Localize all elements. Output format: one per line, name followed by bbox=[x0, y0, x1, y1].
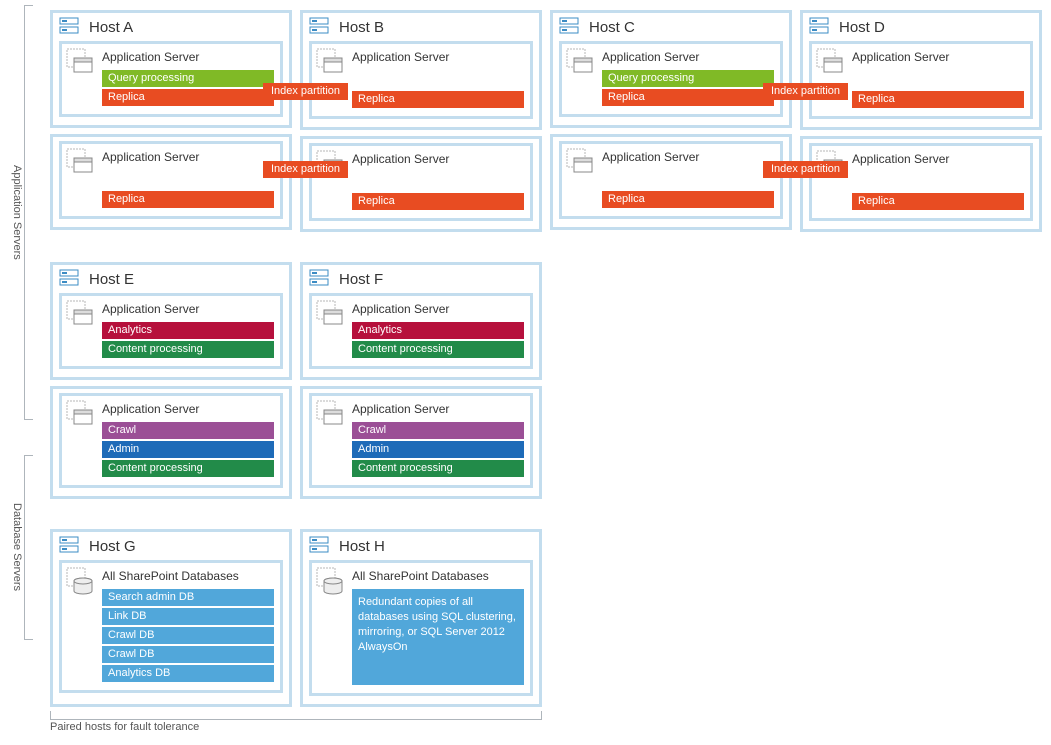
db-search-admin: Search admin DB bbox=[102, 589, 274, 606]
component-crawl: Crawl bbox=[352, 422, 524, 439]
server-icon bbox=[59, 536, 79, 554]
vm-icon bbox=[566, 148, 594, 176]
app-server-label: Application Server bbox=[68, 400, 274, 418]
host-f: Host F Application Server Analytics Cont… bbox=[300, 262, 542, 380]
component-crawl: Crawl bbox=[102, 422, 274, 439]
server-icon bbox=[809, 17, 829, 35]
component-analytics: Analytics bbox=[102, 322, 274, 339]
component-replica: Replica bbox=[352, 91, 524, 108]
host-title: Host G bbox=[59, 536, 283, 556]
paired-hosts-label: Paired hosts for fault tolerance bbox=[50, 721, 199, 733]
host-h: Host H All SharePoint Databases Redundan… bbox=[300, 529, 542, 707]
host-title: Host C bbox=[559, 17, 783, 37]
server-icon bbox=[309, 17, 329, 35]
row-hosts-abcd: Host A Application Server Query processi… bbox=[50, 10, 1041, 232]
section-label-db-servers: Database Servers bbox=[10, 455, 24, 640]
host-d-vm2: Application Server Replica bbox=[800, 136, 1042, 232]
component-admin: Admin bbox=[352, 441, 524, 458]
section-label-text: Database Servers bbox=[11, 503, 23, 591]
index-partition-3: Index partition 3 bbox=[763, 161, 848, 178]
vm-icon bbox=[66, 300, 94, 328]
server-icon bbox=[559, 17, 579, 35]
component-content-processing: Content processing bbox=[102, 460, 274, 477]
component-content-processing: Content processing bbox=[102, 341, 274, 358]
db-redundant-desc: Redundant copies of all databases using … bbox=[352, 589, 524, 685]
app-server-label: Application Server bbox=[318, 48, 524, 66]
component-replica: Replica bbox=[852, 91, 1024, 108]
vm-icon bbox=[66, 400, 94, 428]
vm-icon bbox=[316, 48, 344, 76]
app-server-label: Application Server bbox=[318, 400, 524, 418]
host-c-vm2: Application Server Replica bbox=[550, 134, 792, 230]
host-title: Host E bbox=[59, 269, 283, 289]
server-icon bbox=[59, 269, 79, 287]
app-server-label: Application Server bbox=[318, 150, 524, 168]
host-b-vm2: Application Server Replica bbox=[300, 136, 542, 232]
section-label-app-servers: Application Servers bbox=[10, 5, 24, 420]
app-server-label: Application Server bbox=[68, 300, 274, 318]
app-server-label: Application Server bbox=[68, 148, 274, 166]
vm-icon bbox=[316, 300, 344, 328]
host-title: Host H bbox=[309, 536, 533, 556]
db-crawl-2: Crawl DB bbox=[102, 646, 274, 663]
vm-icon bbox=[66, 48, 94, 76]
component-replica: Replica bbox=[102, 89, 274, 106]
component-content-processing: Content processing bbox=[352, 341, 524, 358]
host-g: Host G All SharePoint Databases Search a… bbox=[50, 529, 292, 707]
app-server-label: Application Server bbox=[68, 48, 274, 66]
component-query: Query processing bbox=[102, 70, 274, 87]
host-f-vm2: Application Server Crawl Admin Content p… bbox=[300, 386, 542, 499]
host-title: Host F bbox=[309, 269, 533, 289]
host-a: Host A Application Server Query processi… bbox=[50, 10, 292, 128]
app-server-label: Application Server bbox=[568, 48, 774, 66]
component-replica: Replica bbox=[352, 193, 524, 210]
app-server-label: Application Server bbox=[318, 300, 524, 318]
host-title: Host B bbox=[309, 17, 533, 37]
db-link: Link DB bbox=[102, 608, 274, 625]
db-crawl-1: Crawl DB bbox=[102, 627, 274, 644]
host-title: Host A bbox=[59, 17, 283, 37]
server-icon bbox=[309, 269, 329, 287]
component-replica: Replica bbox=[102, 191, 274, 208]
section-label-text: Application Servers bbox=[11, 165, 23, 260]
host-e: Host E Application Server Analytics Cont… bbox=[50, 262, 292, 380]
vm-icon bbox=[816, 48, 844, 76]
app-server-label: Application Server bbox=[568, 148, 774, 166]
host-title: Host D bbox=[809, 17, 1033, 37]
component-replica: Replica bbox=[602, 89, 774, 106]
server-icon bbox=[59, 17, 79, 35]
host-d: Host D Application Server Replica bbox=[800, 10, 1042, 130]
component-admin: Admin bbox=[102, 441, 274, 458]
index-partition-2: Index partition 2 bbox=[763, 83, 848, 100]
component-content-processing: Content processing bbox=[352, 460, 524, 477]
component-replica: Replica bbox=[602, 191, 774, 208]
database-icon bbox=[66, 567, 94, 597]
component-query: Query processing bbox=[602, 70, 774, 87]
host-b: Host B Application Server Replica bbox=[300, 10, 542, 130]
host-e-vm2: Application Server Crawl Admin Content p… bbox=[50, 386, 292, 499]
host-a-vm2: Application Server Replica bbox=[50, 134, 292, 230]
row-hosts-gh: Host G All SharePoint Databases Search a… bbox=[50, 529, 1041, 707]
host-c: Host C Application Server Query processi… bbox=[550, 10, 792, 128]
row-hosts-ef: Host E Application Server Analytics Cont… bbox=[50, 262, 1041, 499]
all-sp-db-label: All SharePoint Databases bbox=[68, 567, 274, 585]
database-icon bbox=[316, 567, 344, 597]
vm-icon bbox=[66, 148, 94, 176]
vm-icon bbox=[316, 400, 344, 428]
all-sp-db-label: All SharePoint Databases bbox=[318, 567, 524, 585]
paired-hosts-bracket: Paired hosts for fault tolerance bbox=[50, 711, 542, 735]
component-analytics: Analytics bbox=[352, 322, 524, 339]
component-replica: Replica bbox=[852, 193, 1024, 210]
index-partition-0: Index partition 0 bbox=[263, 83, 348, 100]
app-server-label: Application Server bbox=[818, 48, 1024, 66]
index-partition-1: Index partition 1 bbox=[263, 161, 348, 178]
db-analytics: Analytics DB bbox=[102, 665, 274, 682]
server-icon bbox=[309, 536, 329, 554]
app-server-label: Application Server bbox=[818, 150, 1024, 168]
vm-icon bbox=[566, 48, 594, 76]
